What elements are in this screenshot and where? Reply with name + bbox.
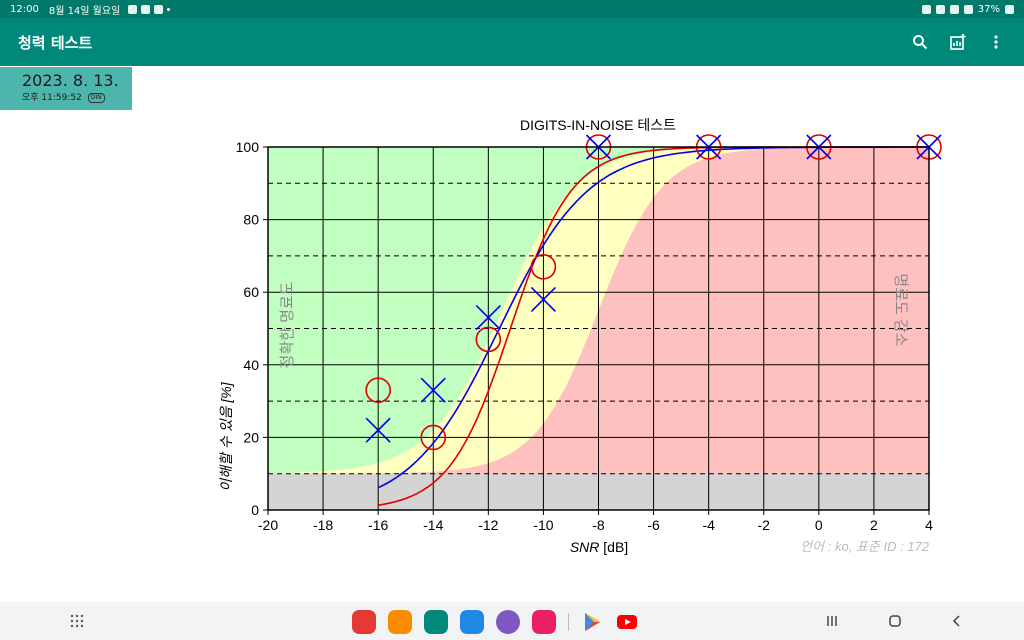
files-app-icon[interactable] [388,610,412,634]
data-point-x [530,286,556,313]
notification-icons [128,4,171,14]
more-notifications-icon [167,7,171,11]
x-stroke [420,377,446,403]
session-time-row: 오후 11:59:52 DIN [22,91,132,105]
data-point-circle [475,326,502,353]
x-tick-label: 4 [925,517,933,533]
status-date: 8월 14일 월요일 [48,5,121,17]
x-axis-label: SNR [dB] [570,539,628,555]
more-vert-icon [994,35,998,49]
add-chart-button[interactable] [948,32,968,52]
y-tick-label: 60 [243,284,259,300]
alarm-icon [921,4,931,14]
youtube-icon[interactable] [615,610,639,634]
calendar-app-icon[interactable] [424,610,448,634]
x-tick-label: -18 [313,517,333,533]
dock-separator [568,613,569,631]
back-button[interactable] [948,612,966,630]
y-tick-label: 20 [243,429,259,445]
play-store-icon[interactable] [581,611,603,633]
add-chart-icon [950,34,966,50]
y-tick-label: 0 [251,502,259,518]
y-tick-label: 40 [243,357,259,373]
x-tick-label: -20 [258,517,278,533]
lock-notification-icon [154,4,164,14]
chart-area: -20 -18 -16 -14 -12 -10 -8 -6 -4 -2 0 2 4 0 20 40 60 80 10… [0,110,1024,600]
system-icons: 37% [921,3,1014,15]
browser-app-icon[interactable] [496,610,520,634]
mute-icon [949,4,959,14]
x-stroke [365,417,391,443]
recent-apps-icon [827,616,837,626]
messages-app-icon[interactable] [460,610,484,634]
back-icon [952,615,960,627]
app-notification-icon [141,4,151,14]
x-axis-label-name: SNR [570,539,600,555]
camera-app-icon[interactable] [532,610,556,634]
notes-app-icon[interactable] [352,610,376,634]
app-title: 청력 테스트 [18,33,93,52]
battery-level: 37% [977,3,1000,15]
data-point-x [420,377,446,403]
chart-footer: 언어 : ko, 표준 ID : 172 [800,539,930,554]
x-tick-label: -8 [592,517,605,533]
axes: -20 -18 -16 -14 -12 -10 -8 -6 -4 -2 0 2 402040608010… [236,139,933,533]
session-date-tab[interactable]: 2023. 8. 13. 오후 11:59:52 DIN [0,67,132,110]
x-axis-label-unit: [dB] [599,539,628,555]
y-tick-label: 100 [236,139,260,155]
x-tick-label: -6 [647,517,660,533]
app-bar: 청력 테스트 [0,18,1024,66]
x-stroke [530,286,556,313]
chart-title: DIGITS-IN-NOISE 테스트 [520,117,676,133]
data-point-circle [365,377,391,404]
x-tick-label: 0 [815,517,823,533]
din-chart: -20 -18 -16 -14 -12 -10 -8 -6 -4 -2 0 2 402040608010… [218,117,942,555]
session-time: 오후 11:59:52 [22,93,82,103]
app-dock [352,610,639,634]
y-tick-label: 80 [243,212,259,228]
wifi-icon [963,4,973,14]
battery-icon [1005,4,1014,14]
status-bar: 12:00 8월 14일 월요일 37% [0,0,1024,18]
chat-notification-icon [128,4,138,14]
bluetooth-icon [935,4,945,14]
more-options-button[interactable] [986,32,1006,52]
search-button[interactable] [910,32,930,52]
x-tick-label: -2 [758,517,771,533]
home-button[interactable] [886,612,904,630]
x-stroke [475,305,501,331]
data-point-x [475,305,501,331]
x-tick-label: -10 [533,517,553,533]
search-icon [913,35,928,50]
apps-grid-icon[interactable] [70,614,84,628]
x-tick-label: -16 [368,517,388,533]
status-time: 12:00 [10,3,39,15]
data-point-x [365,417,391,443]
home-icon [889,615,901,627]
recent-apps-button[interactable] [823,612,841,630]
test-type-badge: DIN [87,93,105,103]
zone-label-left: 정확한 명료도 [279,281,296,368]
x-tick-label: -4 [702,517,715,533]
x-tick-label: -14 [423,517,443,533]
data-point-circle [530,253,557,280]
gridlines [267,146,930,511]
zone-label-right: 명료도 감소 [892,273,909,346]
data-point-circle [420,424,447,451]
x-tick-label: 2 [870,517,878,533]
x-tick-label: -12 [478,517,498,533]
y-axis-label: 이해할 수 있음 [%] [218,381,234,491]
app-bar-actions [910,32,1006,52]
session-date: 2023. 8. 13. [22,71,119,90]
navigation-bar [0,602,1024,640]
